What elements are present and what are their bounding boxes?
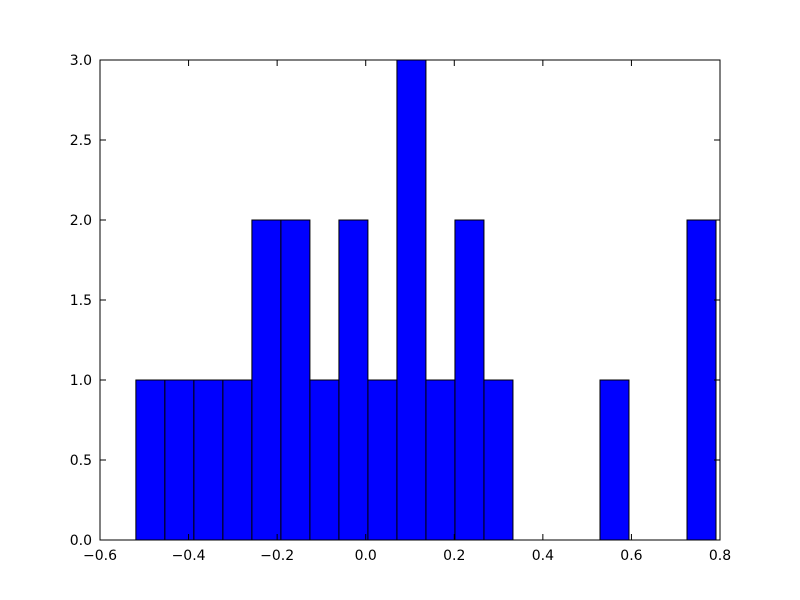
x-tick-label: −0.4 [172, 548, 206, 564]
bar [251, 219, 282, 541]
bar [599, 379, 630, 541]
x-tick-label: 0.6 [620, 548, 642, 564]
bar [483, 379, 514, 541]
y-tick-label: 0.5 [70, 453, 92, 469]
bar [338, 219, 369, 541]
x-tick-label: −0.6 [83, 548, 117, 564]
y-tick-label: 1.5 [70, 293, 92, 309]
x-tick-label: −0.2 [260, 548, 294, 564]
y-tick-label: 2.5 [70, 133, 92, 149]
y-tick-label: 0.0 [70, 533, 92, 549]
bar [396, 59, 427, 541]
bar [135, 379, 166, 541]
bar [193, 379, 224, 541]
x-tick-label: 0.2 [443, 548, 465, 564]
bar [367, 379, 398, 541]
x-tick-label: 0.0 [355, 548, 377, 564]
bar [454, 219, 485, 541]
bar [309, 379, 340, 541]
bar [686, 219, 717, 541]
bar [280, 219, 311, 541]
bar [222, 379, 253, 541]
x-tick-label: 0.8 [709, 548, 731, 564]
y-tick-label: 2.0 [70, 213, 92, 229]
y-tick-label: 1.0 [70, 373, 92, 389]
bar [164, 379, 195, 541]
bar [425, 379, 456, 541]
y-tick-label: 3.0 [70, 53, 92, 69]
x-tick-label: 0.4 [532, 548, 554, 564]
